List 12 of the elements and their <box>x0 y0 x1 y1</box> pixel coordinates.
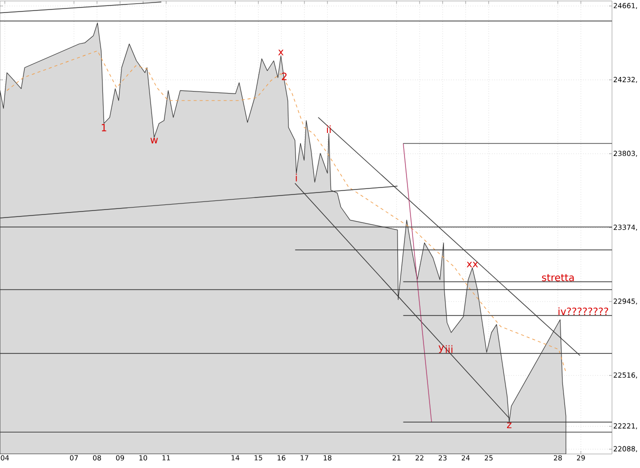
annotation: iv???????? <box>558 307 608 316</box>
annotation: y <box>438 345 444 353</box>
annotation: z <box>507 422 512 428</box>
annotation: w <box>150 138 158 144</box>
annotation: i <box>296 174 297 182</box>
annotation: 2 <box>282 72 287 80</box>
annotation: ii <box>326 125 331 133</box>
annotation: 1 <box>102 124 106 132</box>
annotation: stretta <box>542 274 574 282</box>
annotation: x <box>278 50 284 56</box>
annotation: iii <box>446 345 452 353</box>
annotation: xx <box>466 262 478 268</box>
